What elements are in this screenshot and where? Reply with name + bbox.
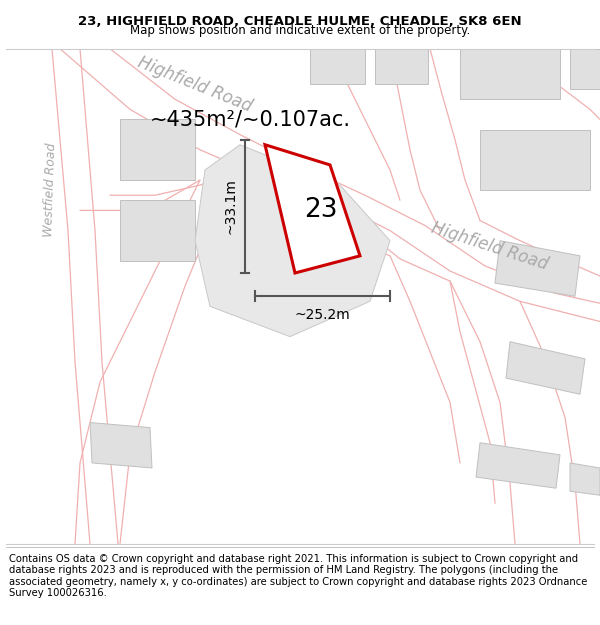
Text: Highfield Road: Highfield Road (430, 218, 551, 273)
Text: 23: 23 (304, 197, 337, 222)
Polygon shape (375, 49, 428, 84)
Text: Highfield Road: Highfield Road (135, 53, 255, 115)
Polygon shape (90, 422, 152, 468)
Text: ~25.2m: ~25.2m (295, 308, 350, 322)
Polygon shape (476, 442, 560, 488)
Text: ~33.1m: ~33.1m (223, 178, 237, 234)
Polygon shape (310, 49, 365, 84)
Text: Contains OS data © Crown copyright and database right 2021. This information is : Contains OS data © Crown copyright and d… (9, 554, 587, 598)
Polygon shape (460, 49, 560, 99)
Polygon shape (0, 49, 600, 544)
Polygon shape (570, 463, 600, 495)
Text: Westfield Road: Westfield Road (42, 143, 58, 238)
Polygon shape (265, 145, 360, 273)
Polygon shape (195, 145, 390, 337)
Polygon shape (480, 129, 590, 190)
Polygon shape (120, 200, 195, 261)
Text: 23, HIGHFIELD ROAD, CHEADLE HULME, CHEADLE, SK8 6EN: 23, HIGHFIELD ROAD, CHEADLE HULME, CHEAD… (78, 14, 522, 28)
Polygon shape (120, 119, 195, 180)
Polygon shape (570, 49, 600, 89)
Text: ~435m²/~0.107ac.: ~435m²/~0.107ac. (150, 109, 351, 129)
Text: Map shows position and indicative extent of the property.: Map shows position and indicative extent… (130, 24, 470, 36)
Polygon shape (506, 342, 585, 394)
Polygon shape (495, 241, 580, 296)
